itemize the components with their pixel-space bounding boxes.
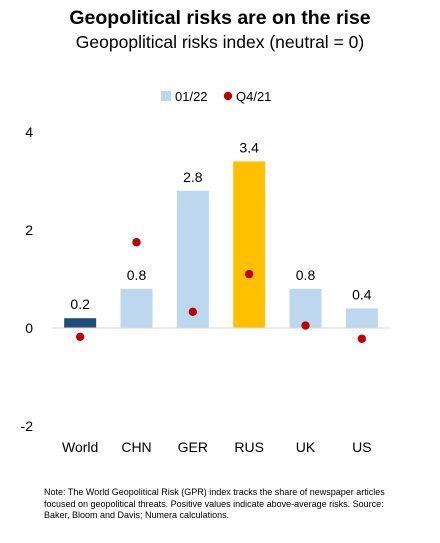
- dots: [75, 238, 367, 343]
- legend-marker-dot: [223, 91, 233, 101]
- legend-label-bar-series: 01/22: [175, 89, 208, 104]
- x-axis: World CHN GER RUS UK US: [62, 439, 372, 455]
- y-axis: 4 2 0 -2: [21, 124, 34, 434]
- bar-ger: [176, 190, 209, 328]
- legend-label-dot-series: Q4/21: [236, 89, 271, 104]
- x-tick-label: GER: [178, 439, 208, 455]
- dot-rus: [244, 269, 254, 279]
- bar-chn: [120, 288, 153, 328]
- legend: 01/22 Q4/21: [161, 89, 271, 104]
- chart-title: Geopolitical risks are on the rise: [69, 7, 371, 29]
- x-tick-label: World: [62, 439, 98, 455]
- footnote: Note: The World Geopolitical Risk (GPR) …: [44, 487, 385, 520]
- dot-uk: [301, 321, 310, 330]
- dot-ger: [188, 307, 198, 317]
- y-tick-label: 2: [25, 222, 33, 238]
- x-tick-label: CHN: [121, 439, 151, 455]
- y-tick-label: 0: [25, 320, 33, 336]
- bar-rus: [233, 161, 266, 328]
- data-label: 2.8: [183, 169, 203, 185]
- x-tick-label: US: [352, 439, 371, 455]
- dot-us: [357, 334, 367, 343]
- y-tick-label: 4: [25, 124, 33, 140]
- chart-subtitle: Geopoplitical risks index (neutral = 0): [75, 32, 365, 52]
- y-tick-label: -2: [21, 418, 34, 434]
- dot-world: [75, 332, 85, 342]
- dot-chn: [132, 238, 141, 247]
- data-label: 0.8: [127, 267, 147, 283]
- chart-plot: 01/22 Q4/21 4 2 0 -2 0.2 0.8 2.8 3.4 0.8 0.4 Wor…: [21, 89, 390, 455]
- bar-us: [345, 308, 378, 328]
- x-tick-label: RUS: [234, 439, 264, 455]
- data-label: 0.4: [352, 286, 372, 302]
- x-tick-label: UK: [296, 439, 316, 455]
- data-label: 0.8: [296, 267, 316, 283]
- data-label: 0.2: [70, 296, 90, 312]
- bar-world: [64, 318, 97, 328]
- bars: 0.2 0.8 2.8 3.4 0.8 0.4: [64, 139, 378, 328]
- legend-swatch-bar: [161, 91, 171, 101]
- data-label: 3.4: [239, 139, 259, 155]
